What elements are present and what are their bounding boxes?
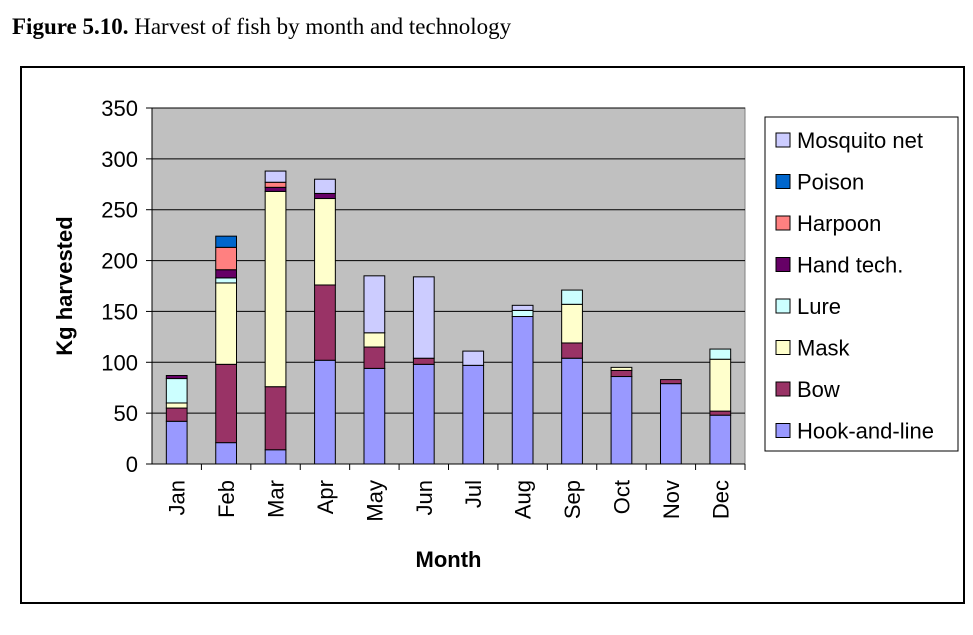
x-tick-label-jun: Jun: [412, 480, 437, 515]
y-tick-label: 50: [114, 401, 138, 426]
bar-poison-feb: [215, 235, 238, 248]
bar-hand-tech-mar: [264, 186, 287, 192]
bar-hook-and-line-jun: [412, 363, 435, 465]
bar-mask-feb: [215, 282, 238, 365]
plot-area: [151, 107, 746, 465]
bar-bow-may: [363, 346, 386, 369]
y-tick-label: 250: [101, 198, 138, 223]
legend-swatch-mask: [775, 340, 791, 355]
y-tick-label: 150: [101, 299, 138, 324]
legend-label-bow: Bow: [797, 377, 840, 402]
y-axis-title: Kg harvested: [52, 216, 77, 355]
bar-bow-nov: [659, 379, 682, 385]
bar-mosquito-net-may: [363, 275, 386, 334]
bar-mask-may: [363, 332, 386, 348]
bar-hook-and-line-jan: [165, 420, 188, 465]
figure-title: Figure 5.10. Harvest of fish by month an…: [12, 14, 511, 40]
x-tick-label-jul: Jul: [461, 480, 486, 508]
legend-label-mosquito-net: Mosquito net: [797, 128, 923, 153]
x-tick-label-aug: Aug: [511, 480, 536, 519]
x-tick-label-dec: Dec: [708, 480, 733, 519]
y-tick-label: 200: [101, 249, 138, 274]
bar-hook-and-line-sep: [561, 357, 583, 465]
bar-hand-tech-jan: [165, 375, 188, 380]
bar-mosquito-net-jun: [412, 276, 435, 359]
legend-label-poison: Poison: [797, 170, 864, 195]
legend-swatch-poison: [775, 174, 791, 189]
x-tick-label-jan: Jan: [165, 480, 190, 515]
bar-mask-dec: [709, 358, 732, 412]
y-tick-label: 0: [126, 452, 138, 477]
x-tick-label-may: May: [362, 480, 387, 522]
legend-label-hook-and-line: Hook-and-line: [797, 419, 934, 444]
bar-bow-dec: [709, 410, 732, 416]
x-tick-label-apr: Apr: [313, 480, 338, 514]
bar-harpoon-feb: [215, 246, 238, 271]
bar-hook-and-line-aug: [511, 316, 534, 465]
bar-hand-tech-feb: [215, 269, 238, 279]
bar-lure-feb: [215, 277, 238, 284]
bar-mask-jan: [165, 402, 188, 409]
bar-hook-and-line-mar: [264, 449, 287, 465]
bar-hook-and-line-feb: [215, 442, 238, 465]
bar-hook-and-line-nov: [659, 383, 682, 465]
legend-swatch-hook-and-line: [775, 423, 791, 438]
bar-hook-and-line-may: [363, 367, 386, 465]
chart-frame: [20, 66, 965, 604]
legend-swatch-lure: [775, 298, 791, 314]
bar-bow-oct: [610, 369, 633, 378]
x-tick-label-nov: Nov: [659, 480, 684, 519]
legend-swatch-bow: [775, 381, 791, 397]
bar-bow-jan: [165, 407, 188, 422]
bar-hook-and-line-dec: [709, 414, 732, 465]
figure-label: Figure 5.10.: [12, 14, 129, 39]
legend-swatch-mosquito-net: [775, 132, 791, 148]
legend-label-lure: Lure: [797, 294, 841, 319]
figure-caption: Harvest of fish by month and technology: [134, 14, 512, 39]
bar-lure-aug: [511, 309, 534, 318]
y-tick-label: 350: [101, 96, 138, 121]
bar-mask-sep: [561, 303, 583, 344]
bar-hand-tech-apr: [314, 192, 336, 200]
bar-mosquito-net-aug: [511, 304, 534, 311]
legend-label-harpoon: Harpoon: [797, 211, 881, 236]
legend-label-hand-tech: Hand tech.: [797, 253, 903, 278]
bar-bow-apr: [314, 284, 336, 361]
x-tick-label-oct: Oct: [609, 480, 634, 514]
bar-hook-and-line-oct: [610, 376, 633, 465]
bar-bow-mar: [264, 386, 287, 451]
bar-bow-sep: [561, 342, 583, 359]
x-tick-label-feb: Feb: [214, 480, 239, 518]
y-tick-label: 100: [101, 350, 138, 375]
bar-bow-feb: [215, 363, 238, 444]
bar-hook-and-line-apr: [314, 359, 336, 465]
bar-harpoon-mar: [264, 181, 287, 188]
bar-bow-jun: [412, 357, 435, 365]
y-tick-label: 300: [101, 147, 138, 172]
bar-lure-jan: [165, 378, 188, 404]
bar-lure-dec: [709, 348, 732, 360]
x-tick-label-sep: Sep: [560, 480, 585, 519]
legend-swatch-harpoon: [775, 215, 791, 231]
bar-mask-oct: [610, 366, 633, 371]
bar-mask-mar: [264, 190, 287, 388]
legend: [764, 116, 959, 452]
x-tick-label-mar: Mar: [264, 480, 289, 518]
bar-mask-apr: [314, 198, 336, 286]
legend-label-mask: Mask: [797, 336, 851, 361]
bar-mosquito-net-mar: [264, 170, 287, 183]
x-axis-title: Month: [416, 547, 482, 572]
bar-lure-sep: [561, 289, 583, 305]
bar-hook-and-line-jul: [462, 364, 485, 465]
legend-swatch-hand-tech: [775, 257, 791, 272]
bar-mosquito-net-apr: [314, 178, 336, 194]
bar-mosquito-net-jul: [462, 350, 485, 366]
